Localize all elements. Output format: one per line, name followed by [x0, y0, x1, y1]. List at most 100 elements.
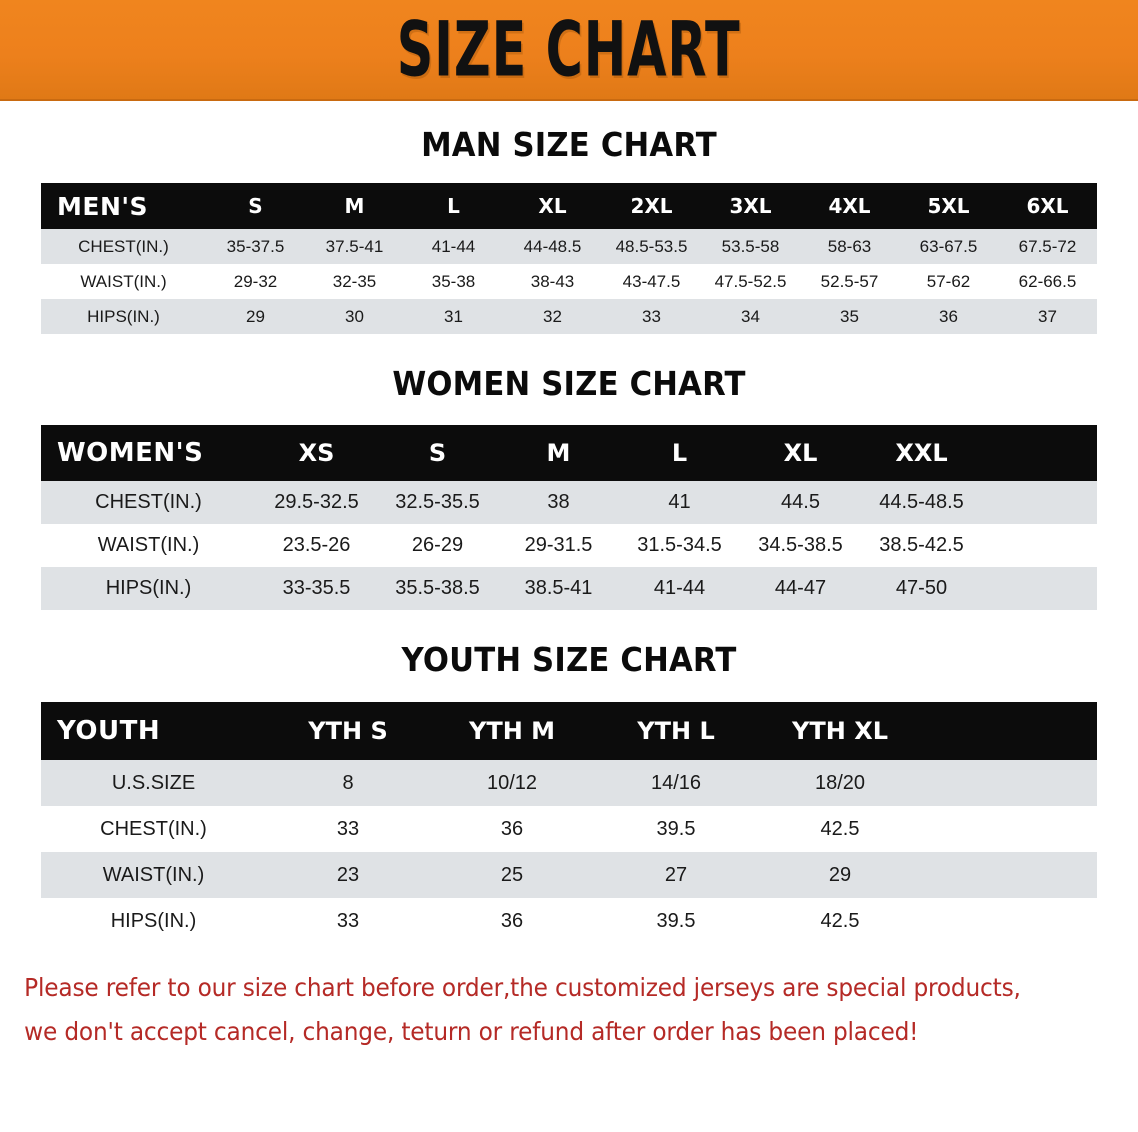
- table-header-row: MEN'S S M L XL 2XL 3XL 4XL 5XL 6XL: [41, 183, 1097, 229]
- table-header-row: WOMEN'S XS S M L XL XXL: [41, 425, 1097, 481]
- table-cell: 31: [404, 299, 503, 334]
- table-cell: 10/12: [430, 760, 594, 806]
- table-cell: 52.5-57: [800, 264, 899, 299]
- table-cell: 23.5-26: [256, 524, 377, 567]
- row-label: WAIST(IN.): [41, 852, 266, 898]
- table-cell: 57-62: [899, 264, 998, 299]
- row-label: CHEST(IN.): [41, 806, 266, 852]
- disclaimer-line-1: Please refer to our size chart before or…: [24, 973, 1021, 1002]
- page-title: SIZE CHART: [397, 4, 741, 95]
- table-row: CHEST(IN.) 33 36 39.5 42.5: [41, 806, 1097, 852]
- table-cell: 23: [266, 852, 430, 898]
- table-cell: 34.5-38.5: [740, 524, 861, 567]
- man-col-header: M: [305, 183, 404, 229]
- row-label: CHEST(IN.): [41, 229, 206, 264]
- table-cell: 8: [266, 760, 430, 806]
- page-banner: SIZE CHART: [0, 0, 1138, 101]
- table-cell: 36: [430, 806, 594, 852]
- row-label: HIPS(IN.): [41, 299, 206, 334]
- table-cell: 38.5-42.5: [861, 524, 982, 567]
- table-cell: 31.5-34.5: [619, 524, 740, 567]
- row-label: CHEST(IN.): [41, 481, 256, 524]
- man-col-header: 3XL: [701, 183, 800, 229]
- table-cell: 58-63: [800, 229, 899, 264]
- man-col-header: 5XL: [899, 183, 998, 229]
- women-col-header: XL: [740, 425, 861, 481]
- table-cell: 67.5-72: [998, 229, 1097, 264]
- table-cell: 63-67.5: [899, 229, 998, 264]
- table-cell: 29.5-32.5: [256, 481, 377, 524]
- table-cell: 35-38: [404, 264, 503, 299]
- table-cell: 36: [430, 898, 594, 944]
- man-col-header: 6XL: [998, 183, 1097, 229]
- man-col-header: 4XL: [800, 183, 899, 229]
- table-cell: 29: [206, 299, 305, 334]
- table-cell: 32-35: [305, 264, 404, 299]
- women-table-head: WOMEN'S XS S M L XL XXL: [41, 425, 1097, 481]
- table-cell: 41: [619, 481, 740, 524]
- table-cell: 39.5: [594, 806, 758, 852]
- women-header-spacer: [982, 425, 1097, 481]
- table-cell-spacer: [982, 524, 1097, 567]
- man-table-head: MEN'S S M L XL 2XL 3XL 4XL 5XL 6XL: [41, 183, 1097, 229]
- table-row: HIPS(IN.) 29 30 31 32 33 34 35 36 37: [41, 299, 1097, 334]
- women-table-wrap: WOMEN'S XS S M L XL XXL CHEST(IN.) 29.5-…: [41, 425, 1097, 610]
- table-cell-spacer: [982, 481, 1097, 524]
- table-cell: 26-29: [377, 524, 498, 567]
- table-row: WAIST(IN.) 23.5-26 26-29 29-31.5 31.5-34…: [41, 524, 1097, 567]
- table-cell: 29-32: [206, 264, 305, 299]
- women-table-body: CHEST(IN.) 29.5-32.5 32.5-35.5 38 41 44.…: [41, 481, 1097, 610]
- youth-col-header: YTH L: [594, 702, 758, 760]
- table-cell: 44-48.5: [503, 229, 602, 264]
- table-cell: 37: [998, 299, 1097, 334]
- youth-col-header: YTH M: [430, 702, 594, 760]
- table-cell: 35: [800, 299, 899, 334]
- table-cell-spacer: [982, 567, 1097, 610]
- table-cell: 34: [701, 299, 800, 334]
- table-cell: 53.5-58: [701, 229, 800, 264]
- youth-col-header: YTH S: [266, 702, 430, 760]
- man-col-header: S: [206, 183, 305, 229]
- table-cell: 14/16: [594, 760, 758, 806]
- row-label: U.S.SIZE: [41, 760, 266, 806]
- man-section-title: MAN SIZE CHART: [421, 125, 717, 164]
- table-cell: 33-35.5: [256, 567, 377, 610]
- table-cell: 35.5-38.5: [377, 567, 498, 610]
- table-cell: 18/20: [758, 760, 922, 806]
- table-cell: 35-37.5: [206, 229, 305, 264]
- man-col-header: 2XL: [602, 183, 701, 229]
- table-cell-spacer: [922, 852, 1097, 898]
- table-header-row: YOUTH YTH S YTH M YTH L YTH XL: [41, 702, 1097, 760]
- table-cell: 39.5: [594, 898, 758, 944]
- table-cell: 42.5: [758, 898, 922, 944]
- table-cell: 29: [758, 852, 922, 898]
- table-cell: 42.5: [758, 806, 922, 852]
- women-size-table: WOMEN'S XS S M L XL XXL CHEST(IN.) 29.5-…: [41, 425, 1097, 610]
- table-cell-spacer: [922, 898, 1097, 944]
- youth-table-wrap: YOUTH YTH S YTH M YTH L YTH XL U.S.SIZE …: [41, 702, 1097, 944]
- man-col-header: XL: [503, 183, 602, 229]
- row-label: WAIST(IN.): [41, 264, 206, 299]
- youth-section-title: YOUTH SIZE CHART: [401, 640, 737, 679]
- youth-table-body: U.S.SIZE 8 10/12 14/16 18/20 CHEST(IN.) …: [41, 760, 1097, 944]
- table-row: HIPS(IN.) 33 36 39.5 42.5: [41, 898, 1097, 944]
- table-cell: 48.5-53.5: [602, 229, 701, 264]
- row-label: WAIST(IN.): [41, 524, 256, 567]
- man-size-table: MEN'S S M L XL 2XL 3XL 4XL 5XL 6XL CHEST…: [41, 183, 1097, 334]
- table-cell: 30: [305, 299, 404, 334]
- table-cell-spacer: [922, 760, 1097, 806]
- women-col-header: L: [619, 425, 740, 481]
- table-cell: 33: [602, 299, 701, 334]
- table-cell: 44-47: [740, 567, 861, 610]
- table-cell: 38: [498, 481, 619, 524]
- disclaimer-line-2: we don't accept cancel, change, teturn o…: [24, 1017, 919, 1046]
- women-corner-label: WOMEN'S: [41, 425, 256, 481]
- table-cell: 47-50: [861, 567, 982, 610]
- table-cell: 32: [503, 299, 602, 334]
- women-col-header: XXL: [861, 425, 982, 481]
- table-cell: 27: [594, 852, 758, 898]
- women-col-header: XS: [256, 425, 377, 481]
- women-section-title: WOMEN SIZE CHART: [392, 364, 746, 403]
- table-cell: 32.5-35.5: [377, 481, 498, 524]
- table-cell: 41-44: [619, 567, 740, 610]
